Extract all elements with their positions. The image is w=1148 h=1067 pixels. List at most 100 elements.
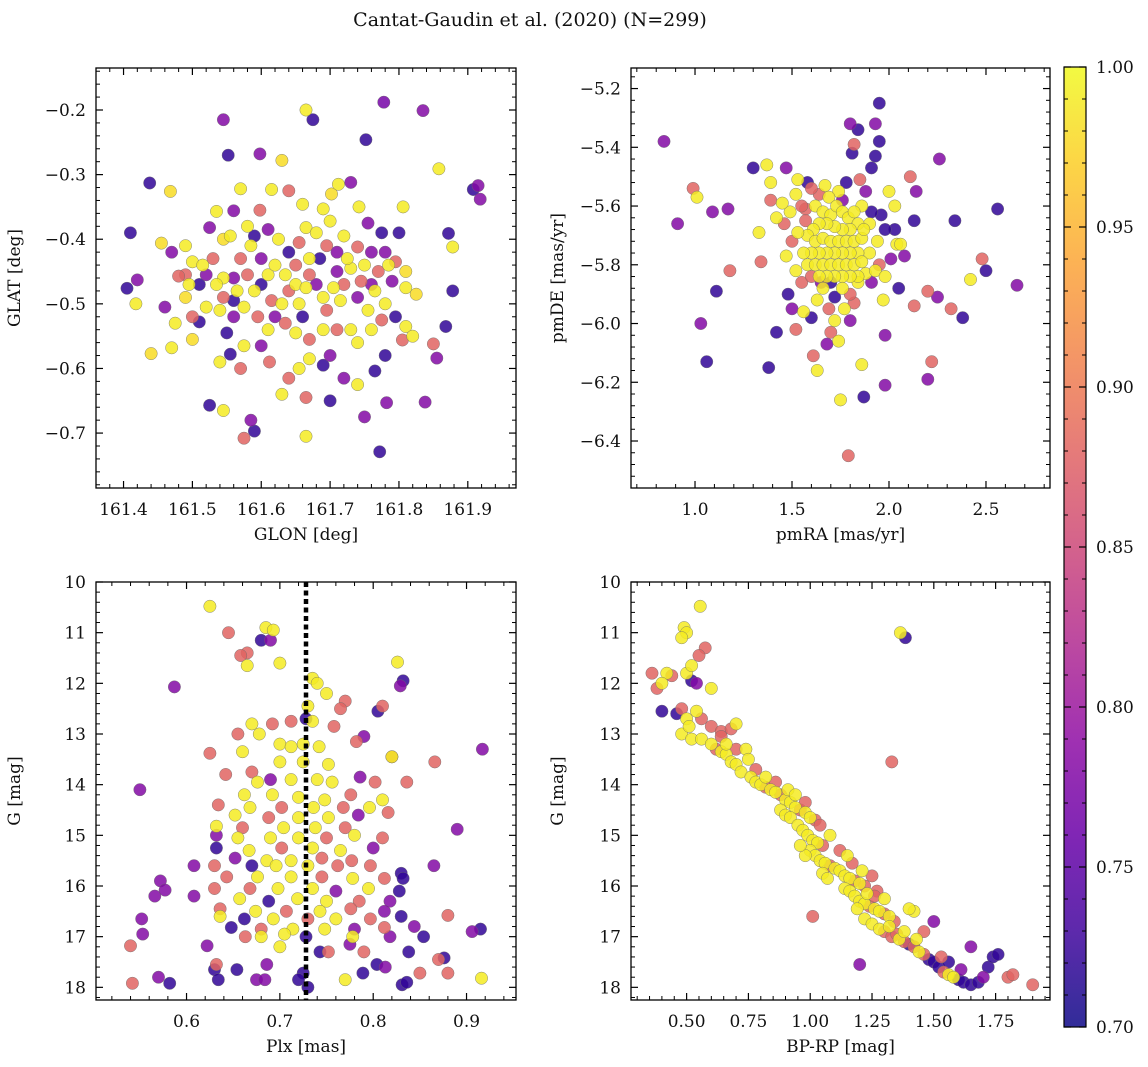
colorbar-tick-label: 0.85	[1096, 538, 1134, 558]
x-tick-label: 161.6	[237, 500, 286, 520]
scatter-point	[209, 841, 223, 855]
scatter-point	[378, 349, 392, 362]
scatter-point	[242, 844, 256, 857]
scatter-point	[245, 717, 259, 731]
scatter-point	[268, 258, 282, 272]
scatter-point	[223, 347, 237, 361]
scatter-point	[869, 149, 882, 163]
scatter-point	[417, 930, 430, 944]
scatter-point	[266, 623, 280, 637]
scatter-point	[409, 287, 423, 301]
y-tick-label: 13	[64, 725, 86, 745]
scatter-point	[375, 313, 389, 327]
scatter-points	[124, 599, 489, 994]
scatter-point	[865, 161, 878, 175]
x-tick-label: 161.9	[443, 500, 492, 520]
scatter-point	[823, 828, 837, 842]
scatter-point	[378, 960, 392, 974]
y-tick-label: 14	[599, 776, 621, 796]
scatter-point	[382, 258, 395, 272]
scatter-point	[818, 179, 832, 192]
scatter-point	[329, 884, 343, 898]
scatter-point	[211, 798, 225, 812]
scatter-point	[179, 239, 192, 253]
scatter-point	[241, 219, 254, 233]
scatter-point	[824, 325, 838, 339]
scatter-point	[885, 755, 899, 769]
scatter-point	[216, 113, 230, 127]
scatter-point	[210, 204, 223, 218]
scatter-point	[442, 226, 455, 240]
scatter-point	[165, 341, 179, 355]
scatter-point	[154, 236, 168, 250]
scatter-point	[220, 870, 234, 884]
scatter-point	[120, 281, 134, 295]
scatter-point	[172, 269, 186, 283]
scatter-point	[333, 294, 347, 307]
scatter-point	[158, 883, 172, 897]
scatter-point	[806, 910, 820, 923]
scatter-point	[237, 431, 251, 445]
scatter-point	[302, 352, 316, 366]
scatter-point	[282, 245, 296, 259]
scatter-point	[841, 449, 855, 463]
scatter-point	[764, 193, 778, 207]
scatter-point	[278, 927, 291, 941]
scatter-point	[357, 945, 371, 959]
scatter-point	[299, 281, 313, 295]
x-tick-label: 1.5	[778, 500, 805, 520]
scatter-point	[878, 328, 892, 342]
scatter-point	[475, 971, 488, 985]
x-tick-label: 161.5	[168, 500, 217, 520]
scatter-point	[234, 182, 248, 196]
scatter-point	[318, 793, 332, 807]
scatter-point	[323, 349, 337, 362]
scatter-point	[273, 656, 287, 670]
scatter-point	[244, 413, 258, 427]
scatter-point	[746, 161, 760, 175]
scatter-point	[377, 904, 391, 918]
scatter-point	[385, 274, 399, 288]
scatter-point	[760, 158, 774, 172]
scatter-point	[348, 828, 361, 842]
scatter-point	[902, 902, 916, 916]
scatter-point	[947, 970, 960, 984]
scatter-points	[645, 599, 1040, 992]
scatter-point	[245, 859, 259, 873]
scatter-point	[700, 355, 714, 369]
scatter-point	[361, 303, 375, 317]
scatter-point	[284, 714, 298, 728]
scatter-point	[296, 310, 309, 324]
scatter-point	[299, 103, 313, 117]
scatter-point	[839, 176, 853, 189]
scatter-point	[855, 864, 869, 878]
scatter-point	[878, 378, 892, 392]
scatter-point	[316, 323, 330, 337]
scatter-point	[828, 314, 842, 327]
scatter-point	[185, 332, 199, 346]
scatter-point	[394, 910, 408, 923]
x-tick-label: 0.6	[173, 1012, 200, 1032]
scatter-point	[351, 808, 365, 822]
scatter-point	[125, 976, 139, 990]
scatter-point	[273, 737, 287, 751]
scatter-point	[136, 927, 150, 941]
y-tick-label: 14	[64, 776, 86, 796]
x-tick-label: 0.9	[453, 1012, 480, 1032]
scatter-point	[222, 626, 235, 640]
scatter-point	[264, 773, 277, 786]
scatter-point	[446, 284, 460, 298]
scatter-point	[227, 310, 241, 324]
scatter-point	[316, 202, 330, 216]
scatter-point	[706, 205, 719, 219]
scatter-point	[252, 727, 266, 741]
scatter-point	[803, 811, 817, 824]
scatter-point	[393, 679, 407, 693]
y-tick-label: 16	[64, 877, 86, 897]
scatter-point	[231, 831, 245, 845]
scatter-point	[265, 183, 278, 196]
scatter-point	[770, 211, 783, 225]
scatter-point	[336, 801, 350, 814]
scatter-point	[354, 274, 368, 288]
